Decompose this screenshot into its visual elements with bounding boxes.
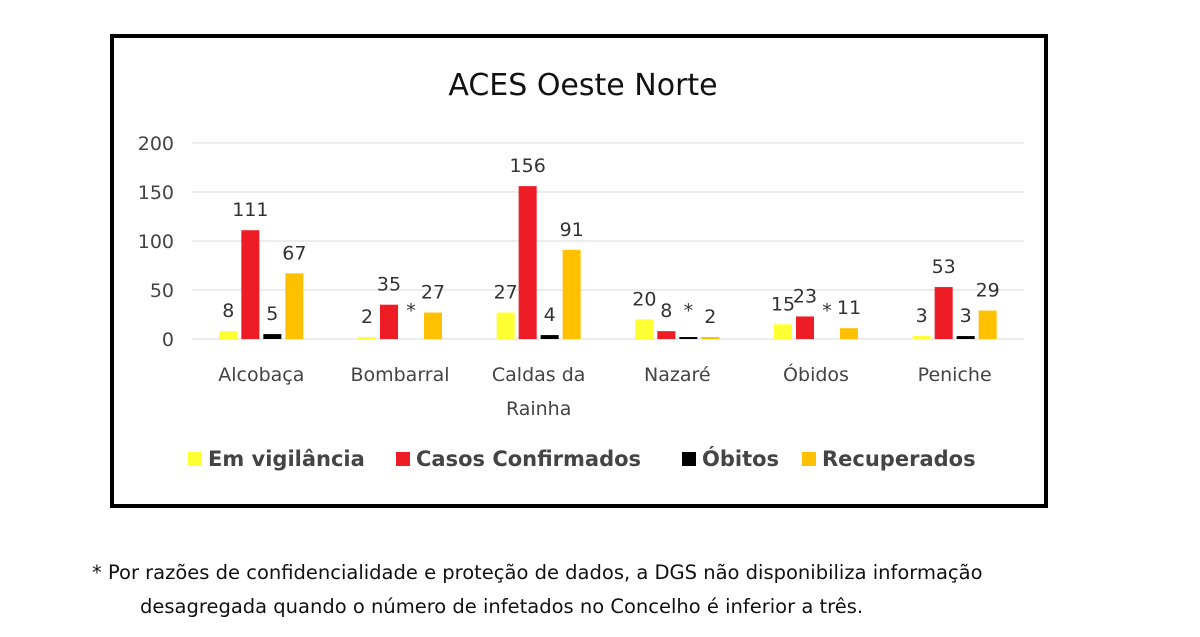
x-tick-label: Bombarral (350, 364, 449, 386)
legend-label: Recuperados (822, 447, 976, 471)
bar-óbitos-0 (263, 334, 282, 339)
bar-casos-confirmados-3 (657, 331, 676, 339)
data-label: 91 (560, 219, 584, 241)
bar-recuperados-3 (701, 337, 720, 339)
y-tick-label-150: 150 (138, 182, 174, 204)
y-tick-label-100: 100 (138, 231, 174, 253)
bar-recuperados-4 (840, 328, 858, 339)
legend-label: Óbitos (702, 446, 779, 471)
data-label: 111 (232, 199, 268, 221)
bar-casos-confirmados-2 (518, 186, 537, 339)
data-label: 8 (660, 300, 672, 322)
bar-recuperados-2 (562, 249, 581, 339)
bar-óbitos-5 (956, 336, 975, 339)
chart-title: ACES Oeste Norte (448, 68, 717, 103)
data-label: 2 (704, 306, 716, 328)
data-label: 29 (976, 280, 1000, 302)
data-label: * (822, 300, 832, 322)
x-tick-label: Nazaré (644, 364, 711, 386)
chart-frame: ACES Oeste Norte 0 50 100 150 200 8 2 27 20 15 3 111… (110, 34, 1048, 508)
bar-recuperados-1 (424, 312, 442, 339)
data-label: 2 (361, 306, 373, 328)
bar-em-vigilância-3 (635, 319, 654, 339)
bar-casos-confirmados-4 (796, 316, 814, 339)
data-label: * (406, 300, 416, 322)
bar-casos-confirmados-1 (380, 304, 398, 339)
bar-em-vigilância-0 (219, 331, 238, 339)
bar-em-vigilância-5 (912, 336, 931, 339)
data-label: * (684, 300, 694, 322)
data-label: 35 (377, 274, 401, 296)
y-tick-label-50: 50 (150, 280, 174, 302)
bar-em-vigilância-1 (358, 337, 376, 339)
data-label: 11 (837, 297, 861, 319)
bar-óbitos-2 (540, 335, 559, 339)
legend-swatch (396, 452, 410, 466)
y-tick-label-200: 200 (138, 133, 174, 155)
bar-casos-confirmados-0 (241, 230, 260, 339)
footnote-line-1: * Por razões de confidencialidade e prot… (92, 561, 983, 584)
data-label: 4 (544, 304, 556, 326)
data-label: 156 (510, 155, 546, 177)
data-label: 3 (960, 305, 972, 327)
bar-em-vigilância-4 (774, 324, 792, 339)
y-tick-label-0: 0 (162, 329, 174, 351)
x-tick-label: Alcobaça (218, 364, 304, 386)
x-tick-label: Óbidos (783, 362, 849, 386)
legend-swatch (682, 452, 696, 466)
bar-recuperados-5 (978, 310, 997, 339)
footnote-line-2: desagregada quando o número de infetados… (140, 595, 864, 618)
x-tick-label: Caldas da (492, 364, 586, 386)
x-tick-label: Peniche (918, 364, 992, 386)
legend-swatch (188, 452, 202, 466)
bar-recuperados-0 (285, 273, 304, 339)
bar-em-vigilância-2 (496, 312, 515, 339)
data-label: 53 (932, 256, 956, 278)
data-label: 5 (266, 303, 278, 325)
legend-label: Casos Confirmados (416, 447, 641, 471)
data-label: 20 (632, 288, 656, 310)
legend-label: Em vigilância (208, 447, 365, 471)
data-label: 67 (282, 242, 306, 264)
data-label: 3 (916, 305, 928, 327)
bar-casos-confirmados-5 (934, 287, 953, 339)
data-label: 27 (494, 282, 518, 304)
data-label: 23 (793, 285, 817, 307)
data-label: 8 (222, 300, 234, 322)
data-label: 15 (771, 293, 795, 315)
data-label: 27 (421, 282, 445, 304)
x-tick-label: Rainha (506, 398, 571, 420)
legend-swatch (802, 452, 816, 466)
bar-óbitos-3 (679, 337, 698, 339)
